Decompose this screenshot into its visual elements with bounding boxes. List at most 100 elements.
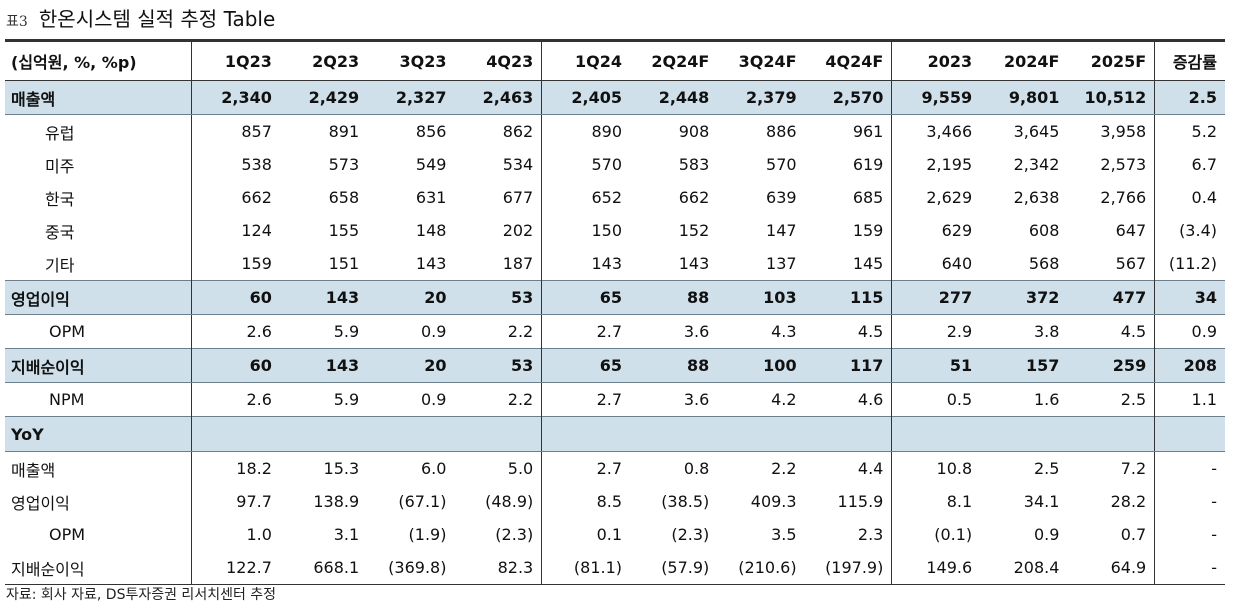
table-cell: 568 <box>1028 254 1060 273</box>
table-cell: 2,766 <box>1100 188 1147 207</box>
table-row: 유럽 857 891 856 862 890 908 886 961 3,466 3,645 3,95… <box>5 114 1225 148</box>
table-cell: (2.3) <box>671 525 710 544</box>
table-cell: 187 <box>502 254 534 273</box>
table-cell: 117 <box>804 348 892 383</box>
table-cell: 97.7 <box>191 485 280 518</box>
table-cell: 202 <box>502 221 534 240</box>
table-cell: 143 <box>415 254 447 273</box>
table-cell: 53 <box>454 348 542 383</box>
table-cell: 15.3 <box>323 459 360 478</box>
table-cell: - <box>1154 485 1225 518</box>
table-title: 표3 한온시스템 실적 추정 Table <box>6 4 275 34</box>
header-unit-label: (십억원, %, %p) <box>5 39 192 81</box>
table-cell: 2.2 <box>507 322 534 341</box>
table-cell: 145 <box>852 254 884 273</box>
table-cell: 2,448 <box>630 80 718 115</box>
table-cell: 2.2 <box>771 459 797 478</box>
table-cell: 639 <box>766 188 797 207</box>
table-cell: 668.1 <box>279 551 368 585</box>
table-cell: 208.4 <box>980 551 1068 585</box>
row-label: 매출액 <box>5 80 192 115</box>
table-cell: 640 <box>891 247 981 281</box>
table-cell: - <box>1154 451 1225 485</box>
table-cell: 28.2 <box>1110 492 1147 511</box>
table-cell: 2.6 <box>191 314 280 349</box>
table-cell: 862 <box>502 122 534 141</box>
table-cell: 1.0 <box>191 518 280 551</box>
column-header: 4Q24F <box>804 39 892 81</box>
column-header: 1Q23 <box>191 39 280 81</box>
table-cell: 51 <box>891 348 981 383</box>
row-label: 미주 <box>45 156 75 176</box>
table-cell: 0.9 <box>1033 525 1060 544</box>
table-cell: 147 <box>766 221 797 240</box>
row-label: NPM <box>49 390 85 409</box>
table-cell: 3.6 <box>683 322 710 341</box>
table-cell: (81.1) <box>541 551 631 585</box>
table-cell: 277 <box>891 280 981 315</box>
column-header: 2024F <box>980 39 1068 81</box>
table-row: YoY <box>5 416 1225 452</box>
table-cell: 103 <box>717 280 805 315</box>
table-row: 미주 538 573 549 534 570 583 570 619 2,195 2,342 2,57… <box>5 148 1225 181</box>
table-cell: (67.1) <box>398 492 447 511</box>
table-cell: 629 <box>891 214 981 247</box>
row-label: 지배순이익 <box>5 551 192 585</box>
table-cell: 0.1 <box>541 518 631 551</box>
table-cell: 4.4 <box>857 459 884 478</box>
table-cell: 2,195 <box>891 148 981 181</box>
table-cell <box>367 416 455 452</box>
column-header: 3Q24F <box>717 39 805 81</box>
table-cell: 152 <box>678 221 710 240</box>
table-cell: (210.6) <box>717 551 805 585</box>
table-cell <box>279 416 368 452</box>
table-cell: 60 <box>191 280 280 315</box>
table-cell: 538 <box>191 148 280 181</box>
table-cell: 4.5 <box>1120 322 1147 341</box>
table-cell: 890 <box>541 114 631 148</box>
table-cell: 549 <box>415 155 447 174</box>
table-cell: 2.9 <box>891 314 981 349</box>
table-cell: 2.6 <box>191 382 280 417</box>
table-cell: 159 <box>191 247 280 281</box>
table-cell: 143 <box>279 348 368 383</box>
table-row: 영업이익 60 143 20 53 65 88 103 115 277 372 477 34 <box>5 280 1225 315</box>
table-cell: 856 <box>415 122 447 141</box>
table-cell: 2,429 <box>279 80 368 115</box>
table-cell: 159 <box>852 221 884 240</box>
table-cell: 143 <box>279 280 368 315</box>
table-cell: (0.1) <box>891 518 981 551</box>
table-cell: 60 <box>191 348 280 383</box>
table-row: OPM 1.0 3.1 (1.9) (2.3) 0.1 (2.3) 3.5 2.3 (0.1) 0.… <box>5 518 1225 551</box>
table-row: 영업이익 97.7 138.9 (67.1) (48.9) 8.5 (38.5) 409.3 1… <box>5 485 1225 518</box>
table-row: NPM 2.6 5.9 0.9 2.2 2.7 3.6 4.2 4.6 0.5 1.6 2.5 1.1 <box>5 382 1225 417</box>
table-cell: (2.3) <box>495 525 534 544</box>
table-cell: 208 <box>1154 348 1225 383</box>
table-cell: 2.2 <box>507 390 534 409</box>
table-cell: 2.7 <box>541 314 631 349</box>
table-cell: 3.1 <box>333 525 360 544</box>
table-cell: 8.1 <box>891 485 981 518</box>
table-cell <box>717 416 805 452</box>
table-row: OPM 2.6 5.9 0.9 2.2 2.7 3.6 4.3 4.5 2.9 3.8 4.5 0.9 <box>5 314 1225 349</box>
table-cell: 908 <box>678 122 710 141</box>
table-cell: 88 <box>630 348 718 383</box>
table-cell: 891 <box>328 122 360 141</box>
column-header: 2Q23 <box>279 39 368 81</box>
table-cell: 2.5 <box>1120 390 1147 409</box>
table-row: 한국 662 658 631 677 652 662 639 685 2,629 2,638 2,76… <box>5 181 1225 214</box>
table-cell: 4.2 <box>771 390 797 409</box>
table-cell: 34.1 <box>1023 492 1060 511</box>
table-cell: 137 <box>766 254 797 273</box>
table-cell: (11.2) <box>1154 247 1225 281</box>
table-cell <box>191 416 280 452</box>
table-cell <box>630 416 718 452</box>
table-cell: 100 <box>717 348 805 383</box>
table-cell: 0.9 <box>421 322 447 341</box>
row-label: 영업이익 <box>5 280 192 315</box>
table-cell: 0.8 <box>683 459 710 478</box>
column-header: 4Q23 <box>454 39 542 81</box>
source-note: 자료: 회사 자료, DS투자증권 리서치센터 추정 <box>6 587 277 603</box>
table-cell: 20 <box>367 280 455 315</box>
table-cell: 138.9 <box>313 492 360 511</box>
